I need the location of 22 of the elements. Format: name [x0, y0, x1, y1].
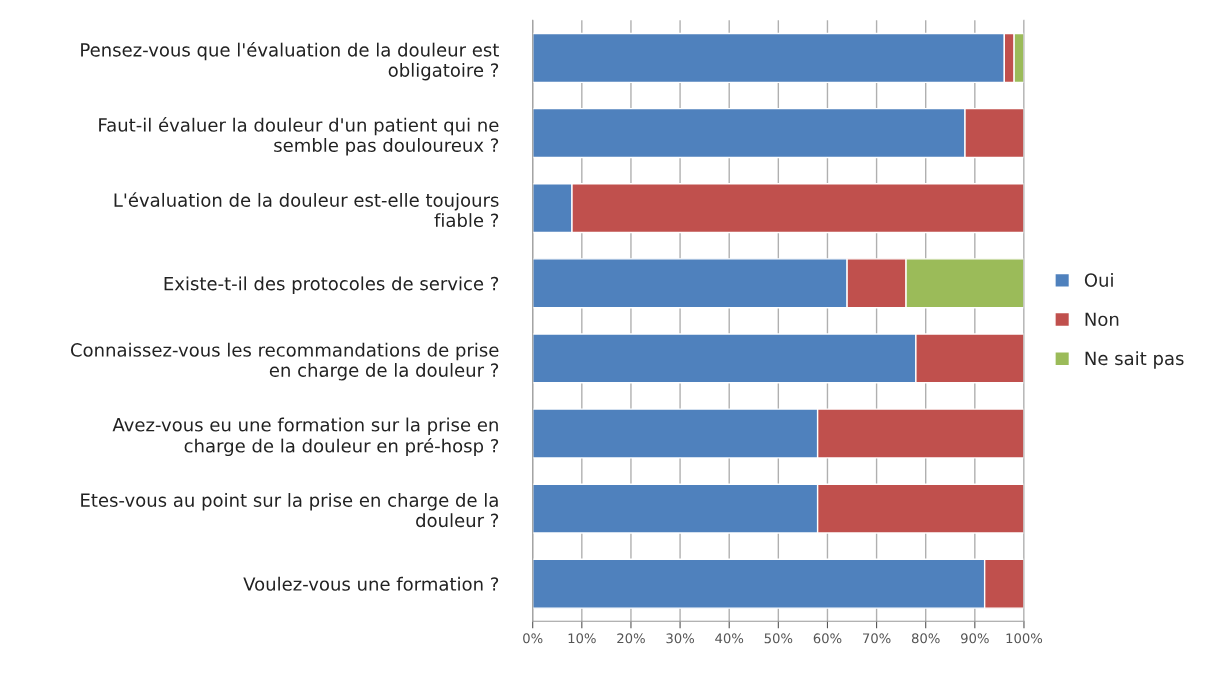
x-tick-label: 60% [813, 633, 842, 644]
x-tick-label: 100% [1006, 633, 1043, 644]
y-tick-label: Connaissez-vous les recommandations de prise en charge de la douleur ? [70, 342, 499, 381]
x-tick-label: 0% [523, 633, 543, 644]
x-tick-label: 70% [863, 633, 891, 644]
y-tick-label: Etes-vous au point sur la prise en charge de la douleur ? [81, 493, 499, 528]
x-tick-label: 90% [961, 633, 989, 644]
x-tick-label: 30% [666, 633, 695, 644]
x-tick-label: 50% [764, 633, 793, 644]
x-tick-label: 40% [715, 633, 744, 644]
x-tick-label: 20% [617, 633, 645, 644]
y-tick-label: Voulez-vous une formation ? [243, 576, 499, 591]
y-tick-label: Pensez-vous que l'évaluation de la douleur est obligatoire ? [81, 41, 499, 81]
legend-label: Non [1085, 312, 1119, 327]
y-tick-label: Avez-vous eu une formation sur la prise en charge de la douleur en pré-hosp ? [112, 417, 499, 457]
y-tick-label: Existe-t-il des protocoles de service ? [164, 276, 499, 294]
x-tick-label: 80% [911, 633, 940, 644]
y-tick-label: Faut-il évaluer la douleur d'un patient qui ne semble pas douloureux ? [99, 117, 499, 156]
y-tick-label: L'évaluation de la douleur est-elle toujours fiable ? [114, 192, 499, 228]
x-tick-label: 10% [568, 633, 596, 644]
legend-label: Oui [1084, 272, 1113, 287]
legend-label: Ne sait pas [1085, 351, 1184, 369]
